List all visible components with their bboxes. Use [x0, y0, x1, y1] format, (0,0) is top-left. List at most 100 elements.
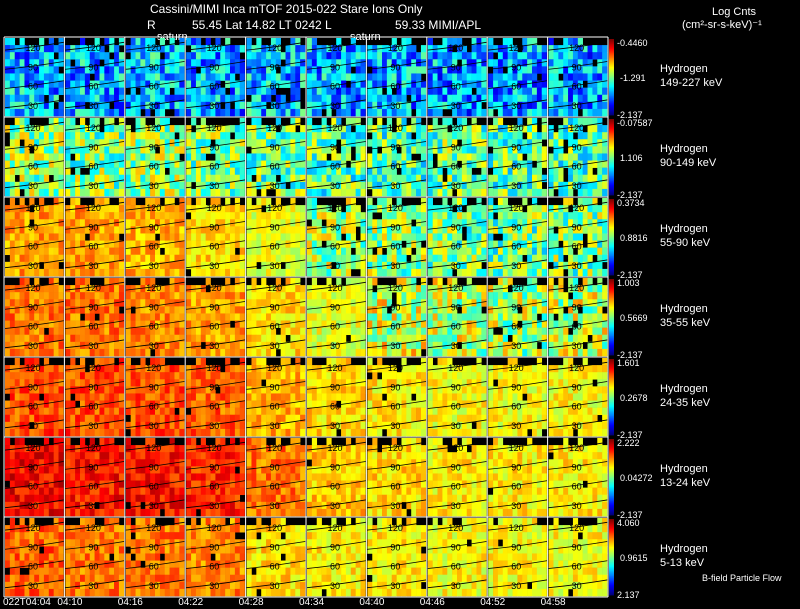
contour-line: [64, 419, 125, 429]
panel-r6-c0: 120 90 60 30: [3, 518, 65, 597]
contour-label: 30: [390, 181, 400, 191]
ephemeris-l-value: 59.33 MIMI/APL: [395, 18, 482, 32]
contour-label: 60: [149, 322, 159, 332]
contour-line: [64, 320, 125, 329]
colorbar-segment: [609, 421, 614, 423]
contour-label: 60: [390, 162, 400, 172]
contour-label: 90: [149, 462, 159, 472]
colorbar-segment: [609, 125, 614, 127]
colorbar-min-label: -2.137: [617, 430, 643, 440]
colorbar-segment: [609, 205, 614, 207]
colorbar-segment: [609, 256, 614, 258]
contour-line: [64, 461, 125, 470]
contour-line: [245, 480, 307, 489]
colorbar-segment: [609, 499, 614, 502]
colorbar-segment: [609, 524, 614, 526]
colorbar-segment: [609, 546, 614, 549]
colorbar-segment: [609, 478, 614, 480]
contour-line: [245, 179, 307, 189]
contour-line: [487, 521, 548, 531]
panel-r5-c2: 120 90 60 30: [124, 438, 186, 517]
contour-label: 60: [270, 162, 280, 172]
contour-line: [185, 160, 246, 169]
colorbar-segment: [609, 549, 614, 552]
colorbar-segment: [609, 233, 614, 235]
colorbar-segment: [609, 587, 614, 590]
contour-label: 30: [209, 581, 219, 591]
panel-r6-c8: 120 90 60 30: [487, 518, 548, 597]
contour-line: [487, 480, 548, 489]
colorbar-segment: [609, 140, 614, 143]
contour-line: [305, 361, 367, 371]
colorbar-segment: [609, 526, 614, 529]
contour-line: [547, 141, 609, 150]
contour-label: 30: [149, 421, 159, 431]
colorbar-segment: [609, 417, 614, 419]
contour-line: [305, 419, 367, 429]
contour-label: 30: [451, 501, 461, 511]
contour-label: 120: [146, 283, 161, 293]
colorbar-segment: [609, 385, 614, 388]
panel-r2-c6: 120 90 60 30: [366, 198, 427, 277]
contour-line: [426, 320, 488, 329]
contour-line: [426, 339, 488, 349]
colorbar-segment: [609, 101, 614, 103]
contour-line: [366, 320, 427, 329]
contour-label: 120: [267, 443, 282, 453]
colorbar-min-label: -2.137: [617, 510, 643, 520]
panel-r6-c5: 120 90 60 30: [305, 518, 367, 597]
colorbar-segment: [609, 290, 614, 293]
contour-line: [124, 281, 186, 291]
colorbar-segment: [609, 65, 614, 68]
panel-r1-c4: 120 90 60 30: [245, 118, 307, 197]
contour-label: 120: [448, 363, 463, 373]
colorbar-segment: [609, 390, 614, 393]
colorbar-segment: [609, 395, 614, 398]
contour-line: [64, 221, 125, 230]
contour-label: 90: [209, 222, 219, 232]
colorbar-segment: [609, 493, 614, 496]
contour-label: 30: [451, 101, 461, 111]
contour-label: 60: [330, 322, 340, 332]
colorbar-segment: [609, 56, 614, 59]
contour-label: 90: [88, 302, 98, 312]
contour-label: 90: [451, 382, 461, 392]
colorbar-segment: [609, 305, 614, 308]
colorbar-segment: [609, 431, 614, 433]
time-tick-label: 022T04:04: [3, 597, 51, 608]
contour-label: 90: [330, 542, 340, 552]
panel-r5-c1: 120 90 60 30: [64, 438, 125, 517]
colorbar-segment: [609, 424, 614, 427]
contour-line: [245, 301, 307, 310]
colorbar-segment: [609, 247, 614, 249]
colorbar-segment: [609, 60, 614, 63]
colorbar-segment: [609, 78, 614, 80]
contour-label: 120: [569, 443, 584, 453]
contour-line: [245, 521, 307, 531]
contour-line: [124, 461, 186, 470]
contour-line: [185, 461, 246, 470]
colorbar-segment: [609, 419, 614, 422]
colorbar-segment: [609, 501, 614, 503]
contour-label: 30: [270, 581, 280, 591]
colorbar-segment: [609, 248, 614, 251]
contour-line: [185, 400, 246, 409]
contour-line: [366, 99, 427, 109]
contour-line: [487, 400, 548, 409]
colorbar-segment: [609, 250, 614, 253]
contour-label: 90: [572, 542, 582, 552]
contour-line: [64, 301, 125, 310]
contour-line: [185, 80, 246, 89]
panel-r3-c4: 120 90 60 30: [245, 278, 307, 357]
contour-label: 90: [270, 62, 280, 72]
colorbar-segment: [609, 159, 614, 162]
contour-label: 90: [149, 302, 159, 312]
panel-r3-c0: 120 90 60 30: [3, 278, 65, 357]
contour-label: 120: [327, 523, 342, 533]
colorbar-segment: [609, 483, 614, 485]
colorbar-segment: [609, 254, 614, 257]
colorbar-segment: [609, 568, 614, 571]
colorbar-segment: [609, 44, 614, 46]
contour-label: 90: [330, 222, 340, 232]
